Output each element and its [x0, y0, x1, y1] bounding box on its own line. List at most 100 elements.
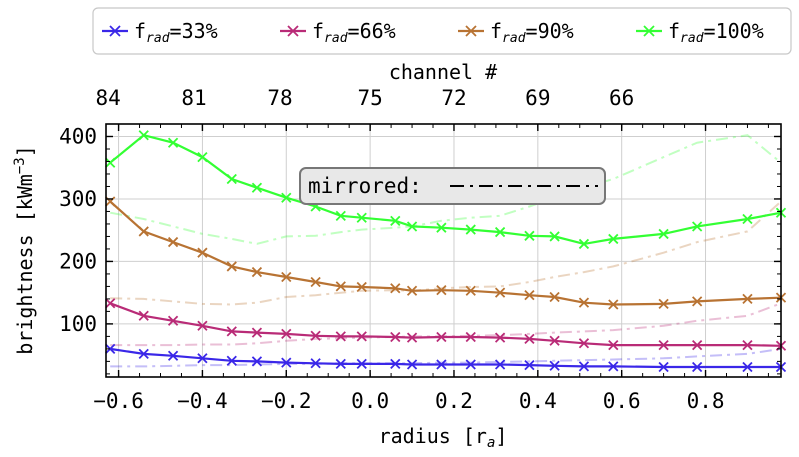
data-point: [742, 293, 753, 305]
data-point: [465, 285, 476, 296]
ticks: [106, 123, 781, 377]
data-point: [465, 359, 476, 370]
top-axis-label: channel #: [389, 60, 497, 84]
y-tick-label: 400: [59, 124, 97, 148]
top-tick-label: 69: [525, 86, 550, 110]
data-point: [335, 331, 346, 342]
top-tick-label: 66: [609, 86, 634, 110]
data-point: [281, 357, 292, 368]
data-point: [578, 297, 590, 308]
data-point: [692, 296, 703, 307]
data-point: [197, 247, 208, 258]
legend-label-sub: rad: [146, 31, 170, 46]
data-point: [226, 261, 237, 272]
data-point: [608, 361, 619, 372]
data-point: [281, 328, 292, 340]
data-point: [436, 285, 447, 296]
data-point: [356, 212, 367, 223]
data-point: [742, 361, 753, 373]
x-tick-labels: −0.6 −0.4 −0.2 0.0 0.2 0.4 0.6 0.8: [93, 389, 724, 413]
data-point: [335, 281, 346, 292]
data-point: [524, 359, 535, 371]
mirrored-line: [110, 200, 782, 306]
top-tick-labels: 84 81 78 75 72 69 66: [95, 86, 634, 110]
top-tick-label: 75: [357, 86, 382, 110]
data-point: [436, 331, 447, 343]
x-tick-label: 0.6: [603, 389, 641, 413]
plot-frame: [105, 123, 782, 378]
data-point: [549, 360, 560, 371]
y-tick-label: 100: [59, 312, 97, 336]
legend-label-sub: rad: [324, 31, 348, 46]
legend-label-tail: =90%: [526, 19, 574, 43]
x-tick-label: 0.0: [351, 389, 389, 413]
data-point: [608, 340, 619, 351]
data-point: [138, 348, 149, 360]
legend: frad=33% frad=66% frad=90% frad=100%: [92, 7, 792, 55]
legend-frame: [92, 7, 792, 55]
x-tick-label: −0.4: [177, 389, 228, 413]
y-axis-label-end: ]: [13, 145, 37, 157]
data-point: [226, 355, 237, 366]
y-tick-label: 200: [59, 249, 97, 273]
data-point: [197, 320, 208, 331]
data-point: [335, 358, 346, 370]
legend-label-sub: rad: [502, 31, 526, 46]
x-axis-label-end: ]: [495, 424, 507, 448]
x-axis-label-sub: a: [487, 435, 495, 451]
data-point: [138, 310, 149, 321]
data-point: [310, 330, 321, 341]
data-point: [226, 326, 237, 337]
top-tick-label: 81: [181, 86, 206, 110]
data-point: [406, 221, 418, 232]
legend-label-tail: =100%: [704, 19, 764, 43]
data-point: [310, 276, 321, 288]
data-point: [742, 340, 753, 351]
data-point: [524, 230, 535, 241]
legend-swatch-marker: [109, 25, 121, 37]
mirrored-annotation: mirrored:: [299, 167, 606, 205]
legend-swatch-marker: [643, 25, 655, 37]
y-tick-label: 300: [59, 187, 97, 211]
data-point: [356, 331, 367, 342]
legend-label: frad=33%: [134, 19, 218, 46]
data-point: [658, 228, 669, 240]
data-point: [549, 231, 560, 242]
data-point: [390, 283, 401, 294]
top-tick-label: 84: [95, 86, 120, 110]
data-point: [138, 130, 149, 141]
data-point: [549, 291, 560, 303]
data-point: [494, 226, 506, 238]
legend-swatch-marker: [465, 25, 477, 37]
legend-label: frad=90%: [490, 19, 574, 46]
data-point: [356, 281, 367, 293]
series-line: [109, 302, 782, 347]
data-point: [197, 353, 208, 364]
data-point: [742, 213, 753, 225]
data-point: [406, 359, 418, 370]
data-point: [465, 331, 476, 343]
data-point: [138, 226, 149, 237]
x-tick-label: −0.2: [261, 389, 312, 413]
data-point: [105, 298, 116, 309]
y-axis-label-main: brightness [kWm: [13, 174, 37, 355]
legend-label: frad=66%: [312, 19, 396, 46]
data-point: [390, 358, 401, 370]
data-point: [578, 361, 590, 372]
data-point: [658, 298, 669, 310]
legend-label-main: f: [134, 19, 146, 43]
data-point: [356, 358, 367, 370]
data-point: [105, 157, 116, 168]
data-point: [436, 359, 447, 370]
top-tick-label: 78: [267, 86, 292, 110]
y-axis-label-sup: −3: [12, 157, 28, 174]
x-tick-label: 0.4: [519, 389, 557, 413]
data-point: [251, 327, 263, 338]
data-point: [251, 266, 263, 278]
data-point: [281, 271, 292, 283]
x-axis-label-main: radius [r: [379, 424, 487, 448]
x-tick-label: −0.6: [93, 389, 144, 413]
data-point: [406, 332, 418, 343]
data-point: [390, 331, 401, 343]
